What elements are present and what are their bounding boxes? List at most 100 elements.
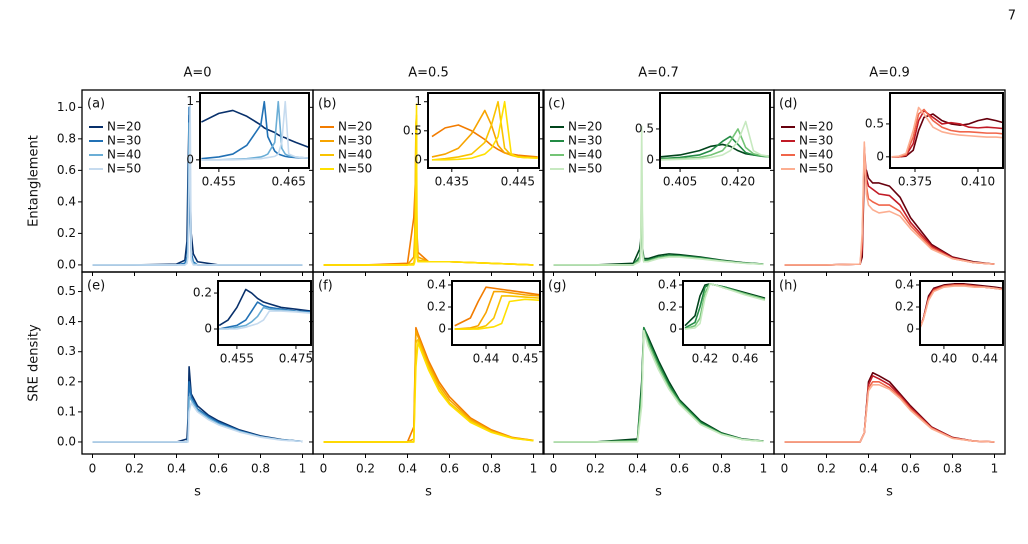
series-group — [891, 106, 1003, 158]
series-line — [201, 100, 309, 161]
series-line — [454, 290, 540, 330]
x-tick-label: 1 — [991, 462, 999, 476]
inset-frame — [659, 92, 771, 169]
series-line — [660, 120, 769, 161]
x-tick-label: 0.44 — [473, 352, 500, 366]
x-tick-label: 0.435 — [435, 175, 469, 189]
series-line — [660, 128, 769, 161]
page-number: 7 — [1008, 9, 1016, 24]
inset-frame — [682, 280, 771, 346]
x-tick-label: 0.410 — [961, 175, 995, 189]
x-tick-label: 0.4 — [167, 462, 186, 476]
y-tick-label: 0.1 — [57, 404, 76, 418]
legend-label: N=20 — [568, 120, 602, 134]
x-tick-label: 0.2 — [586, 462, 605, 476]
legend-label: N=50 — [107, 162, 141, 176]
series-line — [553, 329, 764, 443]
x-tick-label: 0.375 — [898, 175, 932, 189]
legend-label: N=30 — [338, 134, 372, 148]
series-line — [891, 108, 1003, 158]
x-tick-label: 0.455 — [220, 352, 254, 366]
y-tick-label: 0 — [414, 152, 422, 166]
x-tick-label: 0.4 — [859, 462, 878, 476]
x-tick-label: 1 — [299, 462, 307, 476]
x-tick-label: 0.6 — [440, 462, 459, 476]
panel-label: (h) — [779, 279, 797, 294]
y-tick-label: 0 — [876, 149, 884, 163]
x-tick-label: 1 — [760, 462, 768, 476]
series-line — [920, 285, 1003, 328]
y-tick-label: 0.5 — [57, 284, 76, 298]
series-group — [684, 283, 766, 330]
x-tick-label: 0.8 — [251, 462, 270, 476]
panel-label: (c) — [548, 97, 565, 112]
y-tick-label: 0 — [204, 322, 212, 336]
y-tick-label: 1.0 — [57, 100, 76, 114]
y-tick-label: 0.2 — [427, 299, 446, 313]
panel-label: (b) — [318, 97, 336, 112]
legend-label: N=30 — [799, 134, 833, 148]
panel-label: (f) — [318, 279, 333, 294]
panel-title: A=0 — [183, 66, 211, 81]
x-tick-label: 0.4 — [398, 462, 417, 476]
x-tick-label: 0.420 — [721, 175, 755, 189]
legend-label: N=40 — [338, 148, 372, 162]
y-axis-label: SRE density — [27, 324, 42, 402]
series-group — [201, 100, 309, 161]
y-tick-label: 0.4 — [658, 277, 677, 291]
series-line — [784, 374, 995, 443]
y-tick-label: 0.5 — [403, 123, 422, 137]
series-line — [323, 341, 534, 443]
x-tick-label: 0 — [320, 462, 328, 476]
y-tick-label: 1 — [186, 94, 194, 108]
series-group — [660, 120, 769, 161]
y-tick-label: 0.6 — [57, 163, 76, 177]
series-line — [323, 338, 534, 443]
legend-label: N=30 — [568, 134, 602, 148]
series-line — [553, 329, 764, 443]
series-line — [92, 396, 303, 443]
y-tick-label: 0.4 — [57, 194, 76, 208]
y-tick-label: 0.2 — [57, 374, 76, 388]
x-axis-label: s — [655, 485, 662, 500]
y-tick-label: 0.2 — [658, 299, 677, 313]
y-axis-label: Entanglement — [27, 135, 42, 227]
inset-background — [218, 281, 311, 345]
plot-frame — [773, 271, 1006, 455]
plot-frame — [312, 271, 545, 455]
y-tick-label: 0.4 — [427, 277, 446, 291]
y-tick-label: 0.8 — [57, 131, 76, 145]
legend-label: N=50 — [568, 162, 602, 176]
x-tick-label: 0.44 — [971, 352, 998, 366]
series-line — [92, 103, 303, 266]
y-tick-label: 0.2 — [895, 299, 914, 313]
y-tick-label: 0 — [669, 322, 677, 336]
panel-label: (a) — [87, 97, 105, 112]
series-line — [431, 124, 538, 158]
inset-background — [890, 93, 1003, 168]
inset-frame — [889, 92, 1004, 169]
series-group — [553, 125, 764, 266]
series-line — [891, 106, 1003, 158]
panel-label: (g) — [548, 279, 566, 294]
legend-label: N=30 — [107, 134, 141, 148]
x-tick-label: 0.2 — [125, 462, 144, 476]
x-tick-label: 0.2 — [356, 462, 375, 476]
inset-frame — [919, 280, 1004, 346]
series-line — [891, 113, 1003, 158]
y-tick-label: 1 — [414, 94, 422, 108]
series-group — [454, 286, 540, 330]
y-tick-label: 0.5 — [635, 121, 654, 135]
inset-frame — [217, 280, 312, 346]
series-line — [784, 141, 995, 266]
series-line — [323, 329, 534, 443]
x-tick-label: 0.46 — [732, 352, 759, 366]
panel-title: A=0.7 — [638, 66, 678, 81]
legend-label: N=40 — [107, 148, 141, 162]
series-line — [219, 310, 311, 330]
series-line — [92, 365, 303, 443]
x-tick-label: 0.465 — [272, 175, 306, 189]
inset-frame — [451, 280, 541, 346]
x-tick-label: 0.2 — [817, 462, 836, 476]
series-group — [784, 371, 995, 443]
